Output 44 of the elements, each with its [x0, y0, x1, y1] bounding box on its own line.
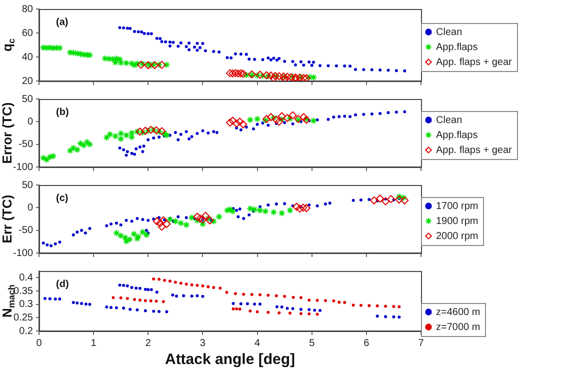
- x-tick-label: 0: [36, 338, 42, 349]
- x-tick-label: 6: [364, 338, 370, 349]
- y-tick-label: 60: [22, 28, 34, 39]
- annotation: (b): [56, 106, 69, 118]
- legend-label: App.flaps: [436, 130, 478, 141]
- annotation: (a): [56, 16, 68, 28]
- x-tick-label: 5: [309, 338, 316, 349]
- y-tick-label: 0: [27, 116, 34, 128]
- legend-label: Clean: [436, 114, 462, 126]
- x-tick-label: 3: [200, 338, 206, 349]
- y-tick-label: 40: [22, 52, 34, 63]
- y-tick-label: 0.35: [14, 286, 34, 297]
- legend-label: z=7000 m: [436, 322, 480, 333]
- legend-label: 1900 rpm: [436, 216, 478, 227]
- y-tick-label: -100: [12, 248, 34, 259]
- y-tick-label: -50: [18, 225, 34, 236]
- y-axis-title: Error (TC): [0, 102, 15, 164]
- x-axis-title: Attack angle [deg]: [164, 351, 296, 368]
- y-tick-label: 0.2: [19, 326, 34, 337]
- y-tick-label: 0.25: [14, 312, 34, 324]
- x-tick-label: 1: [90, 338, 97, 349]
- x-tick-label: 4: [254, 338, 261, 349]
- legend-label: App. flaps + gear: [436, 56, 513, 68]
- x-tick-label: 2: [145, 338, 152, 349]
- x-tick-label: 7: [418, 338, 424, 349]
- y-tick-label: 0.4: [19, 272, 34, 284]
- y-axis-title: qc: [0, 38, 16, 52]
- y-tick-label: 0.3: [19, 299, 34, 310]
- y-tick-label: 80: [22, 4, 34, 15]
- legend-label: App. flaps + gear: [436, 144, 513, 156]
- y-tick-label: 50: [22, 180, 34, 191]
- y-tick-label: 20: [22, 76, 34, 87]
- legend-label: z=4600 m: [436, 306, 480, 318]
- y-tick-label: 0: [27, 202, 34, 214]
- legend-label: 1700 rpm: [436, 200, 478, 212]
- legend-label: 2000 rpm: [436, 230, 478, 242]
- annotation: (c): [56, 192, 68, 204]
- annotation: (d): [56, 278, 69, 290]
- y-tick-label: 50: [22, 94, 34, 105]
- y-tick-label: -50: [18, 139, 34, 150]
- y-axis-title: Err (TC): [0, 194, 15, 244]
- legend-label: App.flaps: [436, 42, 478, 53]
- legend-label: Clean: [436, 26, 462, 38]
- y-tick-label: -100: [12, 162, 34, 173]
